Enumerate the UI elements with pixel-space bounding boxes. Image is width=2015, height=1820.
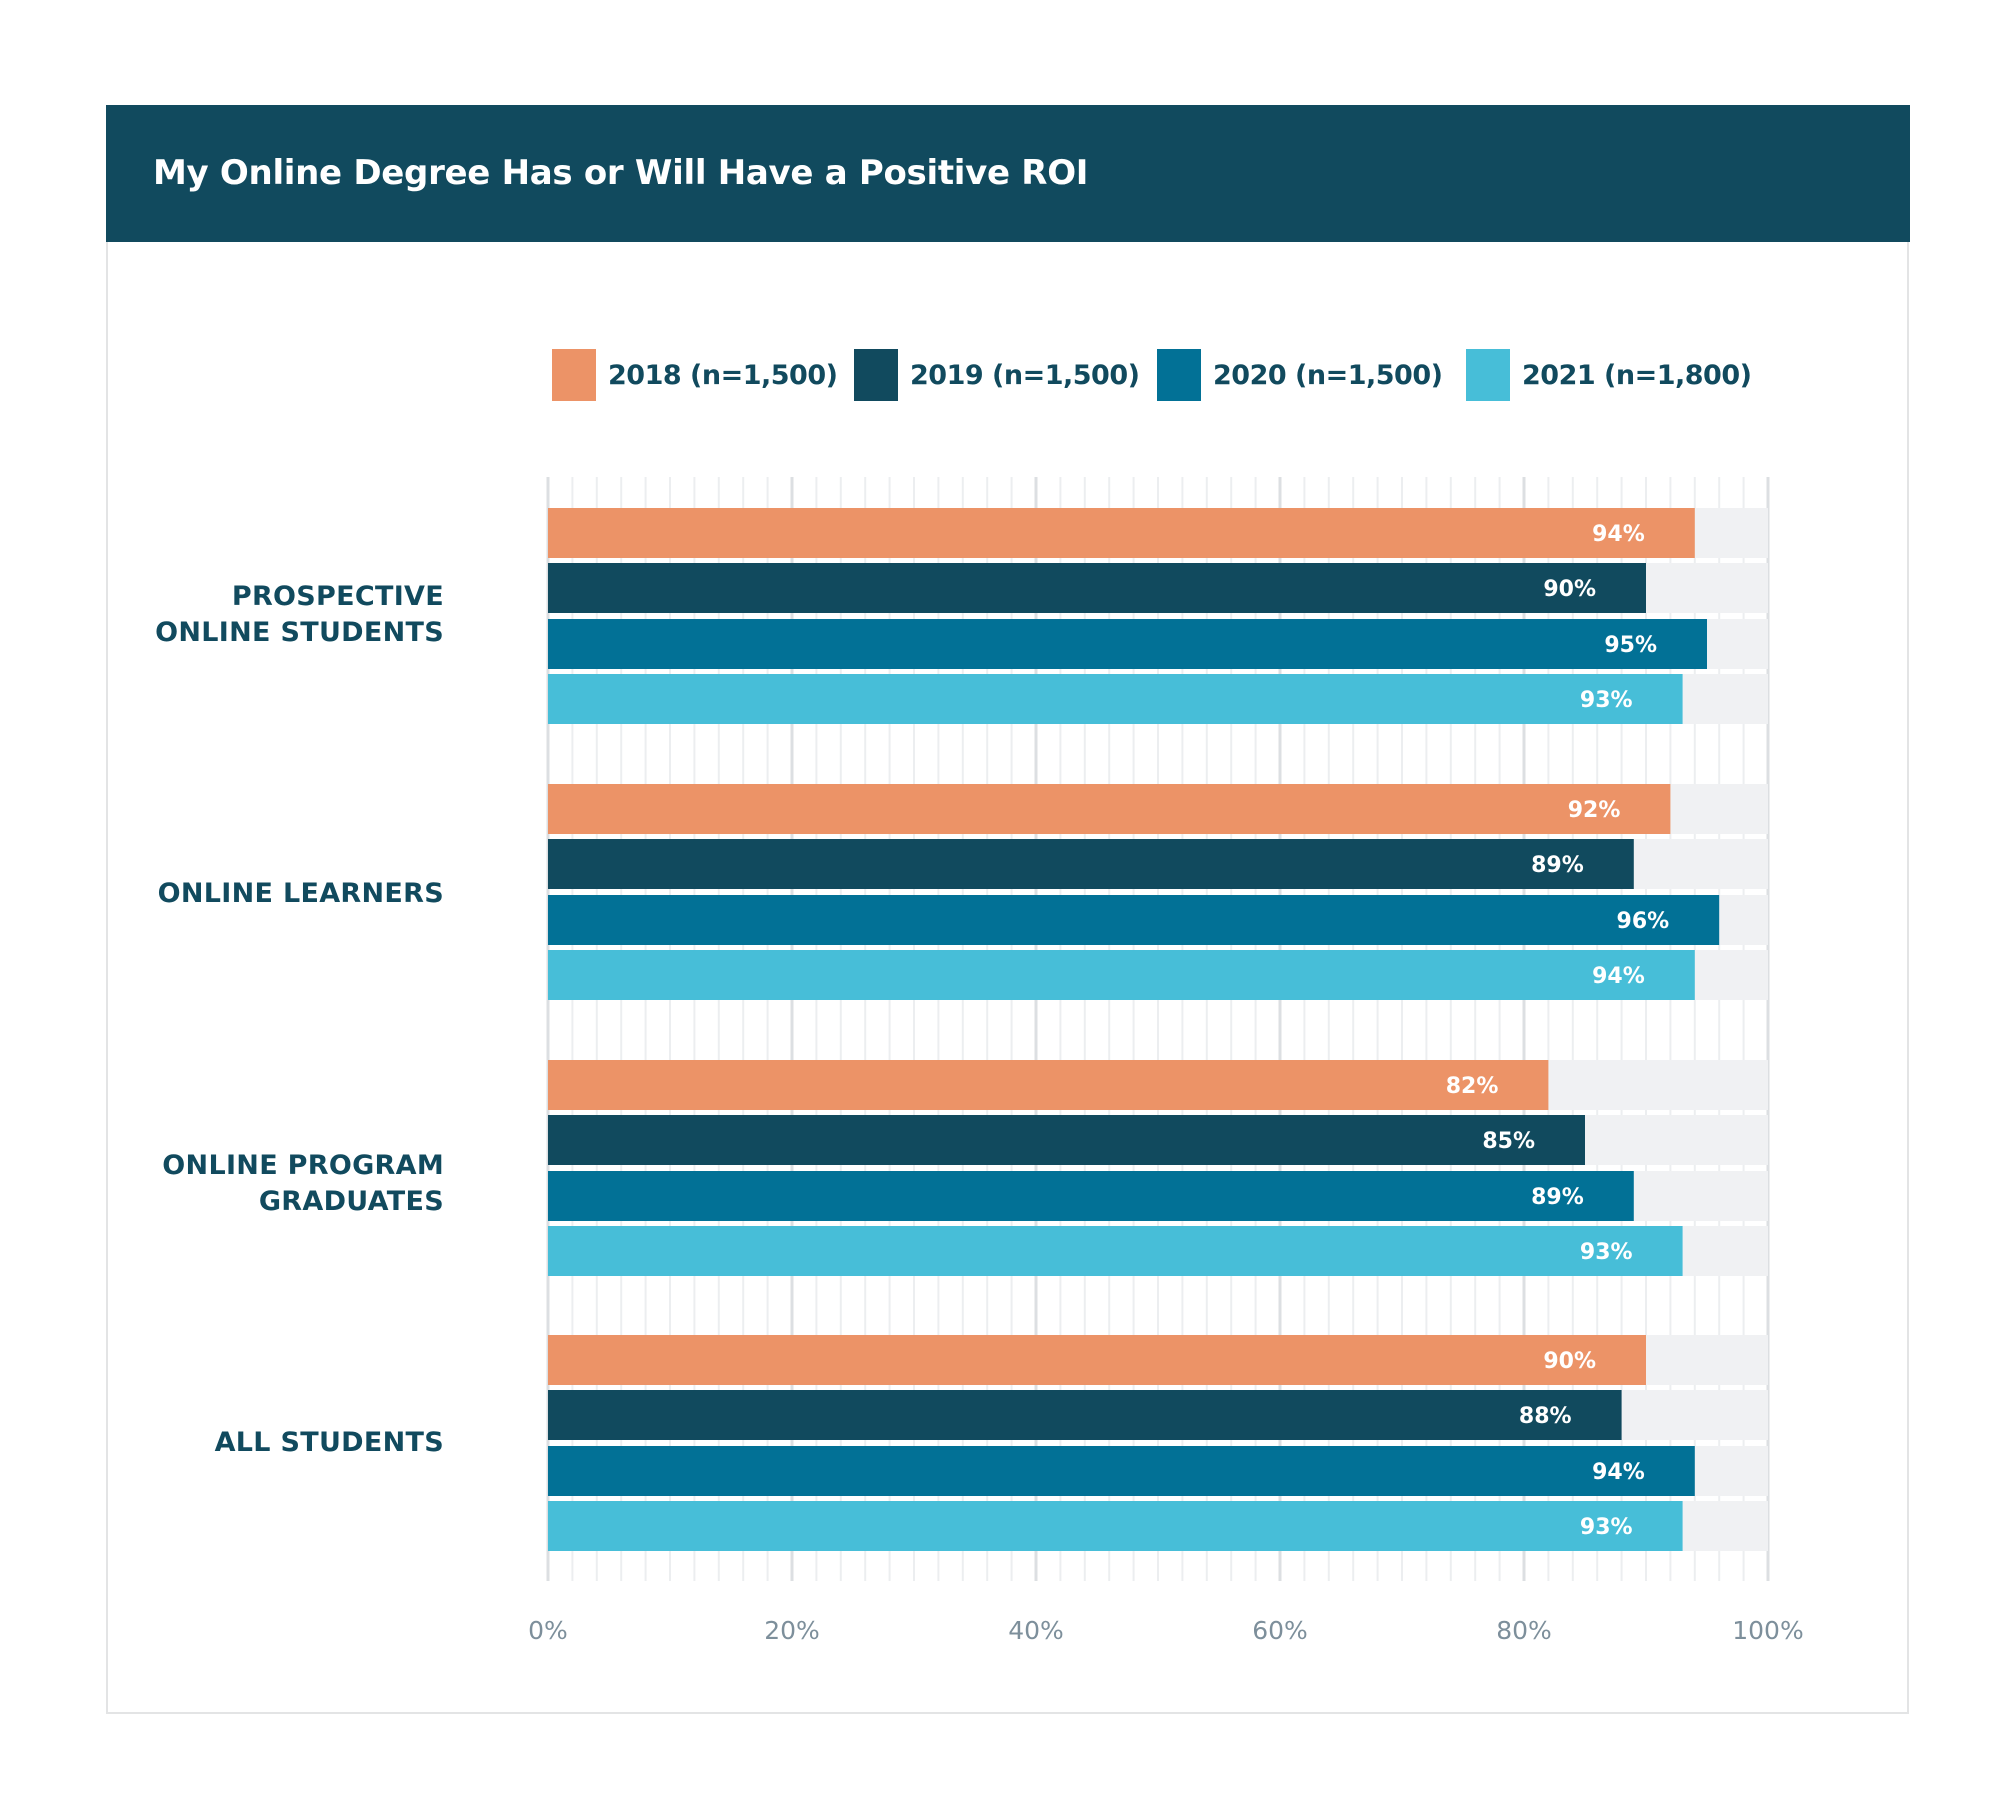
bar-track xyxy=(1682,1226,1768,1276)
bar xyxy=(548,674,1683,724)
category-label-prospective-online-students: PROSPECTIVE ONLINE STUDENTS xyxy=(155,581,444,648)
bar-value-label: 96% xyxy=(1617,909,1670,934)
bar-value-label: 90% xyxy=(1543,577,1596,602)
chart-header: My Online Degree Has or Will Have a Posi… xyxy=(106,105,1910,242)
chart-title: My Online Degree Has or Will Have a Posi… xyxy=(153,153,1089,193)
bar-value-label: 93% xyxy=(1580,688,1633,713)
bar-track xyxy=(1633,1171,1768,1221)
legend-swatch-2018 xyxy=(552,349,596,401)
bar xyxy=(548,784,1671,834)
category-label-online-learners: ONLINE LEARNERS xyxy=(157,878,444,909)
bar xyxy=(548,1226,1683,1276)
legend-label-2019: 2019 (n=1,500) xyxy=(910,359,1140,391)
legend-item-2019: 2019 (n=1,500) xyxy=(854,349,1140,401)
category-label-all-students: ALL STUDENTS xyxy=(214,1427,444,1458)
bar-track xyxy=(1694,950,1768,1000)
legend-item-2018: 2018 (n=1,500) xyxy=(552,349,838,401)
legend-label-2018: 2018 (n=1,500) xyxy=(608,359,838,391)
bar-value-label: 82% xyxy=(1446,1074,1499,1099)
bar-track xyxy=(1548,1060,1768,1110)
bar xyxy=(548,1171,1634,1221)
bar xyxy=(548,839,1634,889)
legend-swatch-2020 xyxy=(1157,349,1201,401)
bar xyxy=(548,895,1720,945)
x-tick-label: 20% xyxy=(764,1616,820,1645)
bar-track xyxy=(1585,1115,1768,1165)
bar xyxy=(548,1501,1683,1551)
bar xyxy=(548,1335,1646,1385)
bar xyxy=(548,1446,1695,1496)
bar-track xyxy=(1646,1335,1768,1385)
x-tick-label: 80% xyxy=(1496,1616,1552,1645)
bar xyxy=(548,563,1646,613)
bar-track xyxy=(1621,1390,1768,1440)
bar-track xyxy=(1646,563,1768,613)
bar-value-label: 88% xyxy=(1519,1404,1572,1429)
legend-item-2021: 2021 (n=1,800) xyxy=(1466,349,1752,401)
bar xyxy=(548,508,1695,558)
bar-track xyxy=(1694,1446,1768,1496)
bar-track xyxy=(1719,895,1768,945)
bar-value-label: 85% xyxy=(1482,1129,1535,1154)
bar-track xyxy=(1694,508,1768,558)
legend-label-2020: 2020 (n=1,500) xyxy=(1213,359,1443,391)
bar-value-label: 94% xyxy=(1592,964,1645,989)
bar-value-label: 92% xyxy=(1568,798,1621,823)
x-tick-label: 60% xyxy=(1252,1616,1308,1645)
bar-value-label: 94% xyxy=(1592,522,1645,547)
bar xyxy=(548,1115,1585,1165)
bar-value-label: 90% xyxy=(1543,1349,1596,1374)
legend-item-2020: 2020 (n=1,500) xyxy=(1157,349,1443,401)
legend-label-2021: 2021 (n=1,800) xyxy=(1522,359,1752,391)
bar-track xyxy=(1707,619,1768,669)
x-tick-label: 40% xyxy=(1008,1616,1064,1645)
x-tick-label: 0% xyxy=(528,1616,568,1645)
bar-value-label: 89% xyxy=(1531,1185,1584,1210)
bar-value-label: 93% xyxy=(1580,1240,1633,1265)
bar-track xyxy=(1670,784,1768,834)
category-label-online-program-graduates: ONLINE PROGRAM GRADUATES xyxy=(162,1150,444,1217)
bar-value-label: 94% xyxy=(1592,1460,1645,1485)
bar xyxy=(548,619,1707,669)
bar xyxy=(548,950,1695,1000)
bar-value-label: 93% xyxy=(1580,1515,1633,1540)
bar-track xyxy=(1682,1501,1768,1551)
legend-swatch-2021 xyxy=(1466,349,1510,401)
legend-swatch-2019 xyxy=(854,349,898,401)
bar-value-label: 95% xyxy=(1604,633,1657,658)
bar xyxy=(548,1390,1622,1440)
bar-track xyxy=(1633,839,1768,889)
bar xyxy=(548,1060,1549,1110)
bar-track xyxy=(1682,674,1768,724)
x-tick-label: 100% xyxy=(1732,1616,1803,1645)
bar-value-label: 89% xyxy=(1531,853,1584,878)
